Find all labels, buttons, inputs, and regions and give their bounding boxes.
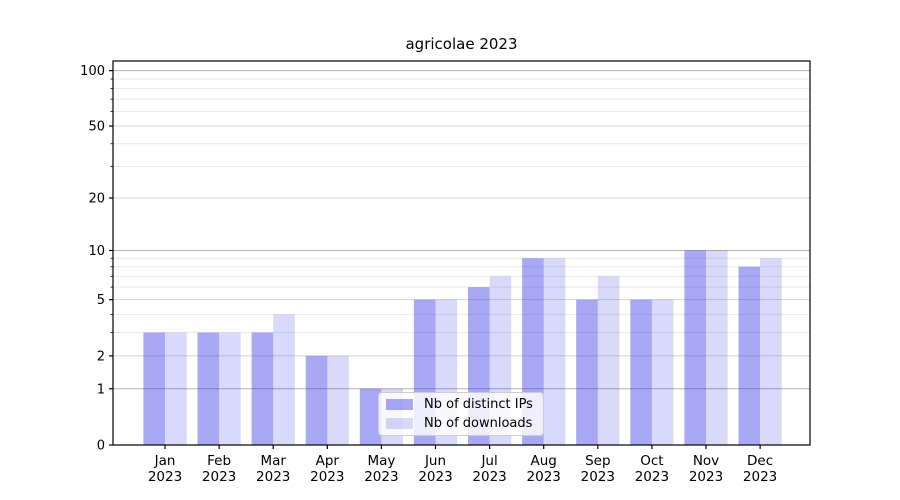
bar-distinct-ips-feb (197, 332, 220, 445)
x-tick-label-month: Oct (640, 453, 663, 469)
legend-item-downloads: Nb of downloads (386, 416, 535, 431)
legend-swatch-downloads (386, 418, 413, 429)
bar-downloads-jan (165, 332, 187, 445)
y-tick-label: 10 (88, 244, 105, 259)
bar-distinct-ips-apr (305, 355, 328, 445)
x-tick-label-month: Jun (424, 453, 446, 469)
bar-downloads-feb (219, 332, 241, 445)
chart-title: agricolae 2023 (405, 35, 518, 53)
x-tick-label-year: 2023 (364, 469, 398, 485)
x-tick-label-year: 2023 (527, 469, 561, 485)
plot-border (112, 60, 811, 446)
x-tick-label-month: May (367, 453, 395, 469)
bar-downloads-aug (543, 258, 566, 445)
x-tick-label-month: Mar (260, 453, 286, 469)
y-tick-label: 2 (97, 349, 105, 364)
bar-distinct-ips-mar (251, 332, 274, 445)
x-tick-label-month: Feb (207, 453, 231, 469)
bar-downloads-mar (273, 314, 295, 445)
y-tick-label: 5 (97, 293, 105, 308)
x-tick-label-month: Aug (531, 453, 557, 469)
legend-label-downloads: Nb of downloads (424, 416, 533, 431)
bar-downloads-apr (327, 355, 349, 445)
x-tick-label-month: Apr (316, 453, 340, 469)
bar-distinct-ips-dec (738, 266, 761, 445)
x-tick-label-year: 2023 (256, 469, 290, 485)
bar-distinct-ips-nov (684, 250, 706, 445)
x-tick-label-month: Jul (480, 453, 497, 469)
x-tick-label-year: 2023 (743, 469, 777, 485)
x-tick-label-year: 2023 (202, 469, 236, 485)
x-tick-label-year: 2023 (472, 469, 506, 485)
x-tick-label-year: 2023 (581, 469, 615, 485)
x-tick-label-month: Jan (154, 453, 176, 469)
y-tick-label: 1 (97, 382, 105, 397)
bar-downloads-oct (651, 299, 674, 445)
bar-downloads-sep (597, 276, 620, 445)
legend-swatch-distinct-ips (386, 399, 413, 410)
bar-distinct-ips-may (359, 388, 382, 445)
x-tick-label-year: 2023 (689, 469, 723, 485)
legend-label-distinct-ips: Nb of distinct IPs (424, 397, 533, 412)
x-tick-label-month: Sep (585, 453, 610, 469)
bar-distinct-ips-oct (630, 299, 652, 445)
y-tick-label: 100 (80, 64, 105, 79)
legend: Nb of distinct IPs Nb of downloads (378, 392, 544, 436)
x-tick-label-month: Nov (693, 453, 719, 469)
bar-downloads-dec (760, 258, 782, 445)
y-tick-label: 0 (97, 439, 105, 454)
x-tick-label-year: 2023 (418, 469, 452, 485)
x-tick-label-year: 2023 (310, 469, 344, 485)
bar-distinct-ips-sep (576, 299, 598, 445)
y-tick-label: 20 (88, 192, 105, 207)
x-tick-label-year: 2023 (635, 469, 669, 485)
legend-item-distinct-ips: Nb of distinct IPs (386, 397, 535, 412)
y-tick-label: 50 (88, 120, 105, 135)
bar-distinct-ips-jan (143, 332, 165, 445)
bar-downloads-nov (706, 250, 728, 445)
x-tick-label-year: 2023 (148, 469, 182, 485)
x-tick-label-month: Dec (747, 453, 773, 469)
